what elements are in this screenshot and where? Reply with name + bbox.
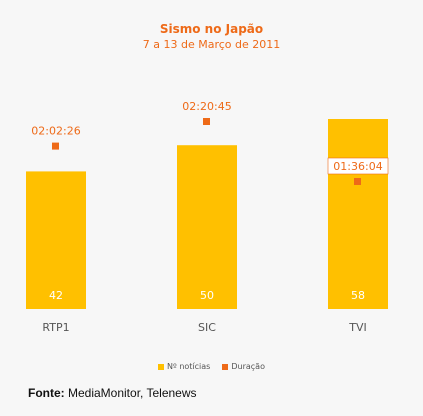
bar-value-label: 58	[351, 289, 365, 302]
source-note: Fonte: MediaMonitor, Telenews	[28, 386, 197, 400]
bar-value-label: 42	[49, 289, 63, 302]
chart-title: Sismo no Japão	[159, 22, 264, 36]
duration-label: 02:20:45	[182, 100, 231, 113]
category-label: TVI	[348, 321, 367, 334]
bar-sic	[177, 145, 237, 309]
legend-label-duration: Duração	[231, 362, 265, 371]
bar-tvi	[328, 119, 388, 309]
category-label: SIC	[198, 321, 216, 334]
bar-rtp1	[26, 171, 86, 309]
category-label: RTP1	[42, 321, 69, 334]
chart-canvas: 42 RTP1 02:02:26 50 SIC 02:20:45 58 TVI 01:36:04	[26, 100, 389, 334]
legend-item-count: Nº notícias	[158, 362, 210, 371]
legend-item-duration: Duração	[222, 362, 265, 371]
legend-label-count: Nº notícias	[167, 362, 211, 371]
duration-marker	[203, 118, 210, 125]
legend-swatch-count	[158, 363, 165, 370]
duration-label: 02:02:26	[31, 125, 80, 138]
duration-marker	[354, 178, 361, 185]
source-label: Fonte:	[28, 386, 65, 400]
duration-label-box	[327, 157, 389, 175]
bar-value-label: 50	[200, 289, 214, 302]
chart-subtitle: 7 a 13 de Março de 2011	[142, 38, 281, 51]
legend-swatch-duration	[222, 363, 229, 370]
duration-marker	[52, 142, 59, 150]
chart-legend: Nº notícias Duração	[0, 362, 423, 371]
duration-label: 01:36:04	[333, 160, 382, 173]
source-text: MediaMonitor, Telenews	[64, 386, 197, 400]
